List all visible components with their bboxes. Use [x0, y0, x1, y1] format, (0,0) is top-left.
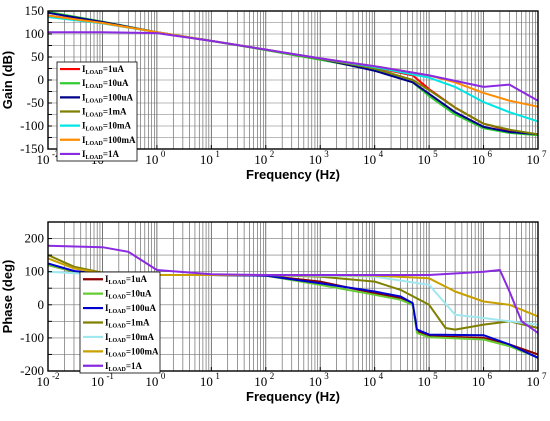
- legend-label: ILOAD=10uA: [82, 78, 129, 90]
- legend-label: ILOAD=100mA: [105, 346, 159, 358]
- x-tick-label: 10: [145, 374, 158, 389]
- x-tick-label-exponent: 1: [215, 149, 220, 159]
- x-tick-label: 10: [200, 152, 213, 167]
- legend-label: ILOAD=100uA: [105, 303, 156, 315]
- y-tick-label: -50: [27, 95, 44, 110]
- x-tick-label: 10: [363, 152, 376, 167]
- legend-label: ILOAD=1A: [82, 149, 119, 161]
- series-line-6: [47, 244, 539, 334]
- x-tick-label: 10: [418, 152, 431, 167]
- x-tick-label-exponent: 3: [324, 149, 329, 159]
- x-tick-label-exponent: 2: [270, 371, 275, 381]
- y-tick-label: 200: [25, 231, 45, 246]
- series-group: [47, 10, 539, 137]
- legend-label: ILOAD=1uA: [82, 64, 124, 76]
- x-tick-label: 10: [363, 374, 376, 389]
- legend-label: ILOAD=100mA: [82, 135, 136, 147]
- x-tick-label: 10: [472, 374, 485, 389]
- legend-label: ILOAD=1mA: [82, 107, 127, 119]
- series-line-6: [48, 31, 539, 102]
- legend: ILOAD=1uA ILOAD=10uA ILOAD=100uA ILOAD=1mA I…: [79, 271, 161, 374]
- axes-frame: [47, 221, 539, 372]
- legend-label: ILOAD=1A: [105, 361, 142, 373]
- x-tick-label: 10: [418, 374, 431, 389]
- legend: ILOAD=1uA ILOAD=10uA ILOAD=100uA ILOAD=1mA I…: [56, 61, 138, 162]
- x-tick-label: 10: [145, 152, 158, 167]
- x-tick-label-exponent: 5: [433, 149, 438, 159]
- y-tick-label: -100: [20, 330, 44, 345]
- x-tick-label-exponent: 1: [215, 371, 220, 381]
- x-tick-label: 10: [37, 152, 50, 167]
- x-axis-title: Frequency (Hz): [246, 389, 340, 404]
- y-tick-label: -100: [20, 118, 44, 133]
- x-tick-label-exponent: 3: [324, 371, 329, 381]
- legend-label: ILOAD=1uA: [105, 274, 147, 286]
- y-tick-label: 100: [25, 264, 45, 279]
- x-tick-label: 10: [37, 374, 50, 389]
- y-tick-label: 100: [25, 26, 45, 41]
- x-tick-label-exponent: -2: [52, 371, 60, 381]
- x-tick-label: 10: [527, 152, 540, 167]
- y-axis-title: Phase (deg): [0, 260, 15, 334]
- x-tick-label-exponent: 6: [488, 371, 493, 381]
- y-axis-title: Gain (dB): [0, 51, 15, 110]
- legend-label: ILOAD=100uA: [82, 92, 133, 104]
- x-tick-label-exponent: 0: [161, 371, 166, 381]
- x-tick-label: 10: [309, 374, 322, 389]
- legend-label: ILOAD=10uA: [105, 289, 152, 301]
- x-tick-label-exponent: 4: [379, 371, 384, 381]
- legend-label: ILOAD=1mA: [105, 318, 150, 330]
- x-tick-label: 10: [254, 152, 267, 167]
- x-tick-label-exponent: 2: [270, 149, 275, 159]
- y-tick-label: -200: [20, 363, 44, 378]
- x-tick-label-exponent: -1: [106, 371, 114, 381]
- x-tick-label: 10: [527, 374, 540, 389]
- legend-label: ILOAD=10mA: [105, 332, 154, 344]
- x-tick-label-exponent: 4: [379, 149, 384, 159]
- x-tick-label-exponent: 7: [542, 371, 547, 381]
- y-tick-label: -150: [20, 141, 44, 156]
- y-tick-label: 0: [38, 72, 45, 87]
- x-tick-label-exponent: -2: [52, 149, 60, 159]
- y-tick-label: 50: [31, 49, 44, 64]
- x-tick-label: 10: [91, 374, 104, 389]
- x-tick-label-exponent: 6: [488, 149, 493, 159]
- x-tick-label-exponent: 5: [433, 371, 438, 381]
- legend-label: ILOAD=10mA: [82, 121, 131, 133]
- x-tick-label-exponent: 7: [542, 149, 547, 159]
- x-tick-label: 10: [309, 152, 322, 167]
- x-axis-title: Frequency (Hz): [246, 167, 340, 182]
- y-tick-label: 150: [25, 3, 45, 18]
- x-tick-label: 10: [200, 374, 213, 389]
- y-tick-label: 0: [38, 297, 45, 312]
- x-tick-label: 10: [254, 374, 267, 389]
- x-tick-label-exponent: 0: [161, 149, 166, 159]
- gain-plot: 150100500-50-100-15010-210-1100101102103…: [0, 3, 547, 182]
- x-tick-label: 10: [472, 152, 485, 167]
